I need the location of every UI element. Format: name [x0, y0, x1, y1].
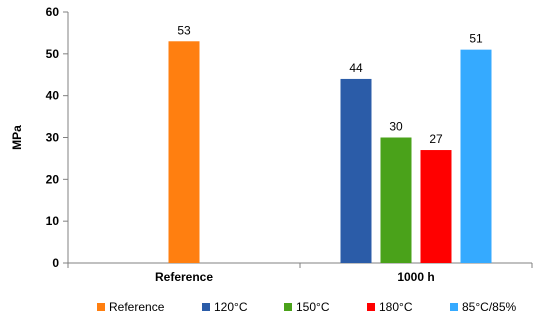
data-label: 30 [389, 120, 403, 134]
data-labels: 53 44 30 27 51 [177, 23, 483, 146]
bar [380, 137, 412, 263]
bar [460, 49, 492, 264]
legend-label: 120°C [214, 300, 248, 314]
y-tick-label: 10 [46, 214, 60, 228]
x-category-label: 1000 h [397, 270, 434, 284]
legend-label: 150°C [296, 300, 330, 314]
legend-label: 180°C [379, 300, 413, 314]
y-tick-label: 40 [46, 89, 60, 103]
axes: 0 10 20 30 40 50 60 Reference 1000 h [46, 5, 533, 284]
legend-swatch [97, 303, 105, 311]
legend-label: 85°C/85% [462, 300, 516, 314]
bars [168, 41, 492, 264]
bar [168, 41, 200, 264]
data-label: 51 [469, 32, 483, 46]
y-tick-label: 60 [46, 5, 60, 19]
legend-swatch [367, 303, 375, 311]
bar [340, 78, 372, 263]
y-axis-label: MPa [10, 125, 24, 150]
y-tick-label: 20 [46, 172, 60, 186]
legend-swatch [450, 303, 458, 311]
data-label: 44 [349, 61, 363, 75]
legend-swatch [284, 303, 292, 311]
data-label: 53 [177, 23, 191, 37]
x-category-label: Reference [155, 270, 213, 284]
data-label: 27 [429, 132, 443, 146]
legend: Reference 120°C 150°C 180°C 85°C/85% [97, 300, 516, 314]
y-tick-label: 30 [46, 131, 60, 145]
legend-swatch [202, 303, 210, 311]
bar [420, 150, 452, 263]
y-tick-label: 50 [46, 47, 60, 61]
y-tick-label: 0 [52, 256, 59, 270]
legend-label: Reference [109, 300, 165, 314]
